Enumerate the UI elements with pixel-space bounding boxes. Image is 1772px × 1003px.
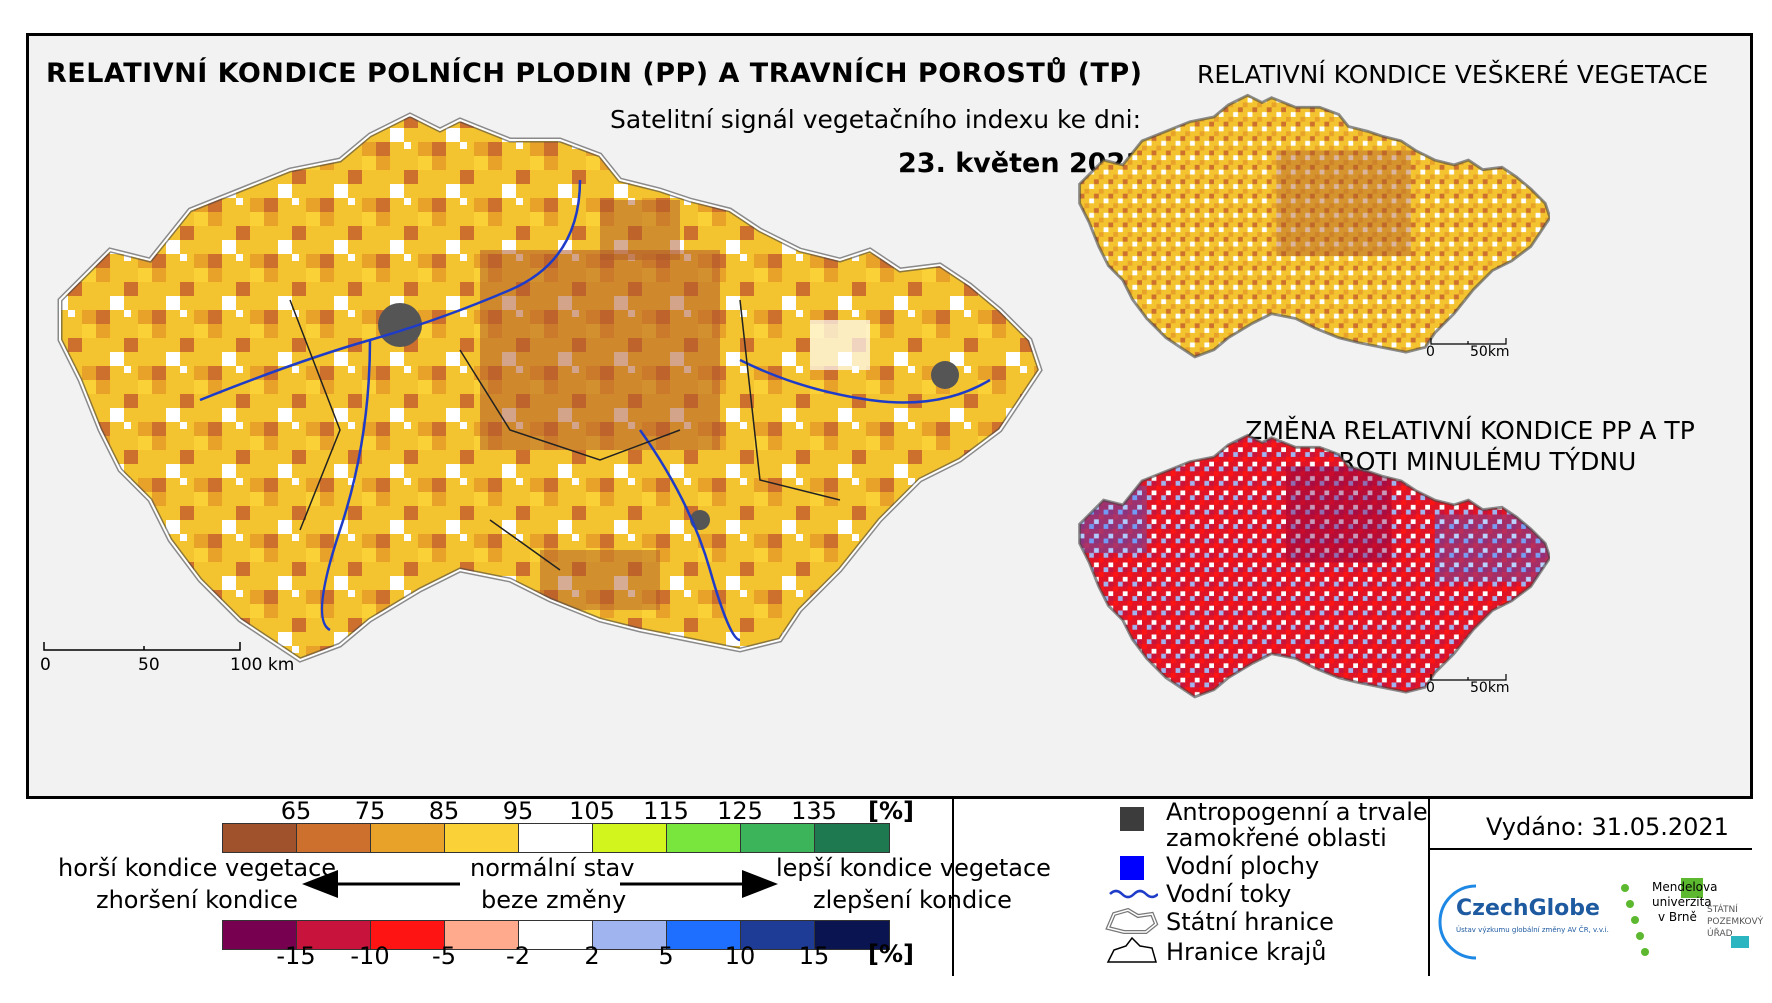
condition_legend-tick-0: 65 (280, 797, 312, 825)
anthropogenic-label-1: Antropogenní a trvale (1166, 798, 1428, 826)
better-label-2: zlepšení kondice (813, 886, 1012, 914)
region-border-icon (1106, 936, 1157, 963)
spu-line-1: STÁTNÍ (1707, 905, 1738, 915)
change-swatch-7 (741, 921, 815, 949)
change-swatch-2 (371, 921, 445, 949)
arrows (302, 870, 778, 898)
change-swatch-6 (667, 921, 741, 949)
condition-unit: [%] (868, 797, 914, 825)
change-swatch-1 (297, 921, 371, 949)
czechglobe-logo-text: CzechGlobe (1456, 896, 1600, 921)
inset-bottom-scale-bar (1430, 674, 1507, 681)
worse-label-2: zhoršení kondice (96, 886, 298, 914)
condition-swatch-6 (667, 824, 741, 852)
main-scale-bar (43, 642, 241, 651)
condition-swatch-5 (593, 824, 667, 852)
legend-divider-2 (1428, 798, 1430, 976)
inset-top-scale-bar (1430, 338, 1507, 345)
mendel-line-1: Mendelova (1652, 880, 1718, 894)
condition-swatch-7 (741, 824, 815, 852)
legend-divider-1 (952, 798, 954, 976)
condition-swatch-3 (445, 824, 519, 852)
better-label-1: lepší kondice vegetace (776, 854, 1051, 882)
change_legend-tick-2: -5 (432, 942, 456, 970)
state-border-icon (1105, 907, 1159, 934)
water-body-swatch (1120, 856, 1144, 880)
right-arrow-icon (742, 870, 778, 898)
normal-label-1: normální stav (470, 854, 635, 882)
mendel-logo-icon (1641, 948, 1649, 956)
spu-text: STÁTNÍ POZEMKOVÝ ÚŘAD (1707, 904, 1763, 940)
river-line-icon (1109, 889, 1158, 899)
condition-swatch-2 (371, 824, 445, 852)
change_legend-tick-4: 2 (584, 942, 600, 970)
condition_legend-tick-3: 95 (502, 797, 534, 825)
inset-bottom-map (1078, 433, 1550, 699)
subtitle: Satelitní signál vegetačního indexu ke d… (610, 105, 1142, 134)
condition-swatch-4 (519, 824, 593, 852)
change-swatch-0 (223, 921, 297, 949)
inset-bottom-scale-end: 50km (1470, 680, 1510, 696)
mendel-text: Mendelova univerzita v Brně (1652, 880, 1717, 925)
spu-line-3: ÚŘAD (1707, 929, 1733, 939)
rivers-label: Vodní toky (1166, 880, 1292, 908)
issued-date: Vydáno: 31.05.2021 (1486, 813, 1729, 841)
change-unit: [%] (868, 940, 914, 968)
condition-color-ramp (222, 823, 890, 853)
spu-line-2: POZEMKOVÝ (1707, 917, 1764, 927)
water-bodies-label: Vodní plochy (1166, 852, 1320, 880)
czechglobe-subtext: Ústav výzkumu globální změny AV ČR, v.v.… (1456, 926, 1609, 934)
main-map (43, 100, 1190, 780)
inset-bottom-scale-zero: 0 (1426, 680, 1435, 696)
anthropogenic-label-2: zamokřené oblasti (1166, 824, 1387, 852)
change-swatch-5 (593, 921, 667, 949)
condition-swatch-1 (297, 824, 371, 852)
main-scale-zero: 0 (40, 655, 51, 675)
condition_legend-tick-5: 115 (643, 797, 689, 825)
inset-bottom-title-line1: ZMĚNA RELATIVNÍ KONDICE PP A TP (1245, 416, 1695, 445)
change-swatch-8 (815, 921, 889, 949)
main-title: RELATIVNÍ KONDICE POLNÍCH PLODIN (PP) A … (46, 58, 1143, 89)
condition_legend-tick-2: 85 (428, 797, 460, 825)
change_legend-tick-7: 15 (798, 942, 830, 970)
mendel-line-2: univerzita (1652, 895, 1712, 909)
condition_legend-tick-4: 105 (569, 797, 615, 825)
condition_legend-tick-6: 125 (717, 797, 763, 825)
change_legend-tick-5: 5 (658, 942, 674, 970)
inset-bottom-title: ZMĚNA RELATIVNÍ KONDICE PP A TP OPROTI M… (1200, 415, 1740, 477)
change-color-ramp (222, 920, 890, 950)
region-border-label: Hranice krajů (1166, 938, 1327, 966)
left-arrow-icon (302, 870, 338, 898)
legend-divider-3 (1430, 848, 1752, 850)
change-swatch-3 (445, 921, 519, 949)
worse-label-1: horší kondice vegetace (58, 854, 337, 882)
czechglobe-logo-icon (1438, 884, 1477, 960)
condition_legend-tick-7: 135 (791, 797, 837, 825)
change_legend-tick-3: -2 (506, 942, 530, 970)
main-scale-mid: 50 (138, 655, 160, 675)
logos (1438, 878, 1749, 960)
normal-label-2: beze změny (481, 886, 627, 914)
spu-logo-icon (1681, 878, 1703, 898)
change_legend-tick-6: 10 (724, 942, 756, 970)
inset-top-scale-end: 50km (1470, 344, 1510, 360)
anthropogenic-swatch (1120, 807, 1144, 831)
inset-top-title: RELATIVNÍ KONDICE VEŠKERÉ VEGETACE (1197, 60, 1709, 89)
inset-top-scale-zero: 0 (1426, 344, 1435, 360)
change-swatch-4 (519, 921, 593, 949)
state-border-label: Státní hranice (1166, 908, 1334, 936)
inset-top-map (1078, 93, 1550, 359)
condition_legend-tick-1: 75 (354, 797, 386, 825)
condition-swatch-0 (223, 824, 297, 852)
condition-swatch-8 (815, 824, 889, 852)
change_legend-tick-0: -15 (276, 942, 316, 970)
main-scale-end: 100 km (230, 655, 295, 675)
change_legend-tick-1: -10 (350, 942, 390, 970)
mendel-line-3: v Brně (1658, 910, 1697, 924)
